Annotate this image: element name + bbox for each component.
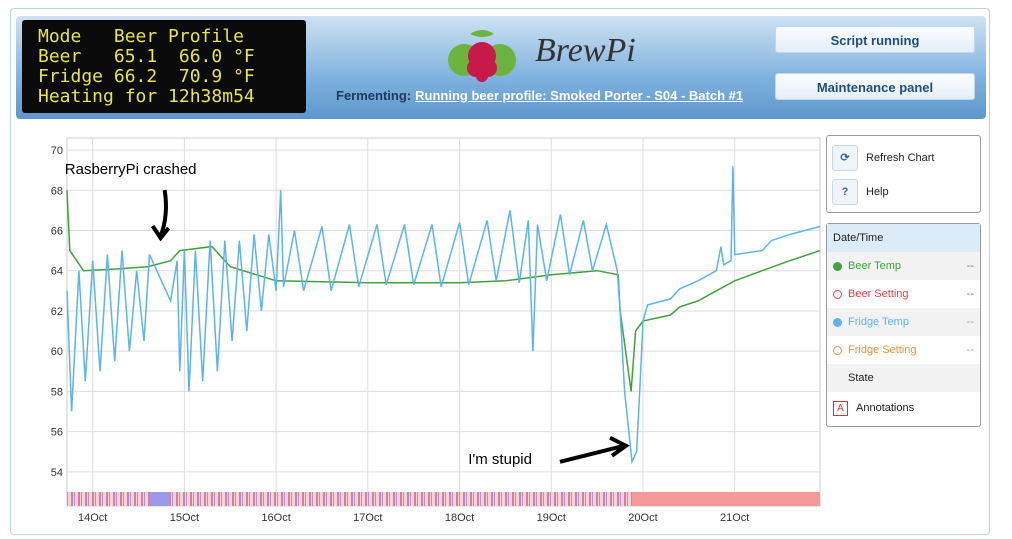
annotation: I'm stupid — [468, 451, 532, 468]
annotation-arrow — [150, 189, 171, 242]
legend-item: Beer Temp -- — [827, 252, 980, 280]
lcd: Mode Beer Profile Beer 65.1 66.0 °F Fridge… — [22, 20, 306, 113]
y-tick-label: 58 — [51, 386, 63, 398]
x-tick-label: 18Oct — [445, 512, 474, 524]
x-tick-label: 21Oct — [720, 512, 749, 524]
icon: A — [833, 400, 848, 416]
y-tick-label: 68 — [51, 185, 63, 197]
status: Fermenting: Running beer profile: Smoked … — [336, 88, 743, 103]
chart-buttons: ⟳ Refresh Chart ? Help — [826, 135, 981, 213]
label: Refresh Chart — [866, 152, 935, 164]
chart: 54 56 58 60 62 64 66 68 70 14Oct 15Oct 16Oct 17Oct 18… — [51, 137, 821, 524]
x-tick-label: 14Oct — [78, 512, 107, 524]
legend-item: Fridge Setting -- — [827, 336, 980, 364]
legend-state: State — [827, 364, 980, 392]
legend-name: Fridge Temp — [848, 316, 909, 328]
legend-value: -- — [966, 316, 974, 328]
button[interactable]: Maintenance panel — [775, 73, 975, 100]
status-label: Fermenting: — [336, 88, 412, 103]
legend: Date/Time Beer Temp -- Beer Setting -- Fridg… — [826, 223, 981, 427]
plot-area — [66, 137, 821, 507]
x-tick-label: 20Oct — [628, 512, 657, 524]
annotation: RasberryPi crashed — [65, 161, 197, 178]
label: Help — [866, 186, 889, 198]
chart-button[interactable]: ? Help — [827, 175, 980, 209]
legend-annotations: A Annotations — [827, 392, 980, 424]
legend-dot — [833, 317, 842, 327]
y-tick-label: 60 — [51, 346, 63, 358]
legend-title: Date/Time — [827, 224, 980, 252]
logo-icon — [448, 30, 516, 82]
logo: BrewPi — [535, 32, 636, 69]
legend-item: Beer Setting -- — [827, 280, 980, 308]
x-tick-label: 16Oct — [261, 512, 290, 524]
lcd-line: Heating for 12h38m54 — [38, 86, 255, 107]
x-tick-label: 17Oct — [353, 512, 382, 524]
state-bar — [632, 492, 820, 506]
legend-value: -- — [966, 288, 974, 300]
legend-name: Fridge Setting — [848, 344, 917, 356]
label: State — [848, 372, 874, 384]
y-tick-label: 62 — [51, 306, 63, 318]
label: Annotations — [856, 402, 915, 414]
y-tick-label: 54 — [51, 467, 63, 479]
y-tick-label: 70 — [51, 145, 63, 157]
y-tick-label: 66 — [51, 226, 63, 238]
legend-name: Beer Setting — [848, 288, 909, 300]
frame — [10, 8, 990, 535]
y-tick-label: 64 — [51, 266, 63, 278]
icon: ? — [832, 179, 858, 205]
legend-dot — [833, 345, 842, 355]
status-link[interactable]: Running beer profile: Smoked Porter - S0… — [415, 88, 744, 103]
legend-name: Beer Temp — [848, 260, 901, 272]
legend-value: -- — [966, 344, 974, 356]
series-line — [66, 166, 821, 465]
lcd-line: Mode Beer Profile — [38, 26, 244, 47]
legend-dot — [833, 261, 842, 271]
icon: ⟳ — [832, 145, 858, 171]
y-tick-label: 56 — [51, 427, 63, 439]
legend-dot — [833, 289, 842, 299]
x-tick-label: 15Oct — [170, 512, 199, 524]
button[interactable]: Script running — [775, 26, 975, 53]
state-bar — [67, 492, 632, 506]
annotation-arrow — [559, 435, 630, 464]
legend-item: Fridge Temp -- — [827, 308, 980, 336]
x-tick-label: 19Oct — [537, 512, 566, 524]
lcd-line: Fridge 66.2 70.9 °F — [38, 66, 255, 87]
state-bar — [150, 492, 170, 506]
legend-value: -- — [966, 260, 974, 272]
series-line — [66, 190, 821, 392]
lcd-line: Beer 65.1 66.0 °F — [38, 46, 255, 67]
chart-button[interactable]: ⟳ Refresh Chart — [827, 141, 980, 175]
